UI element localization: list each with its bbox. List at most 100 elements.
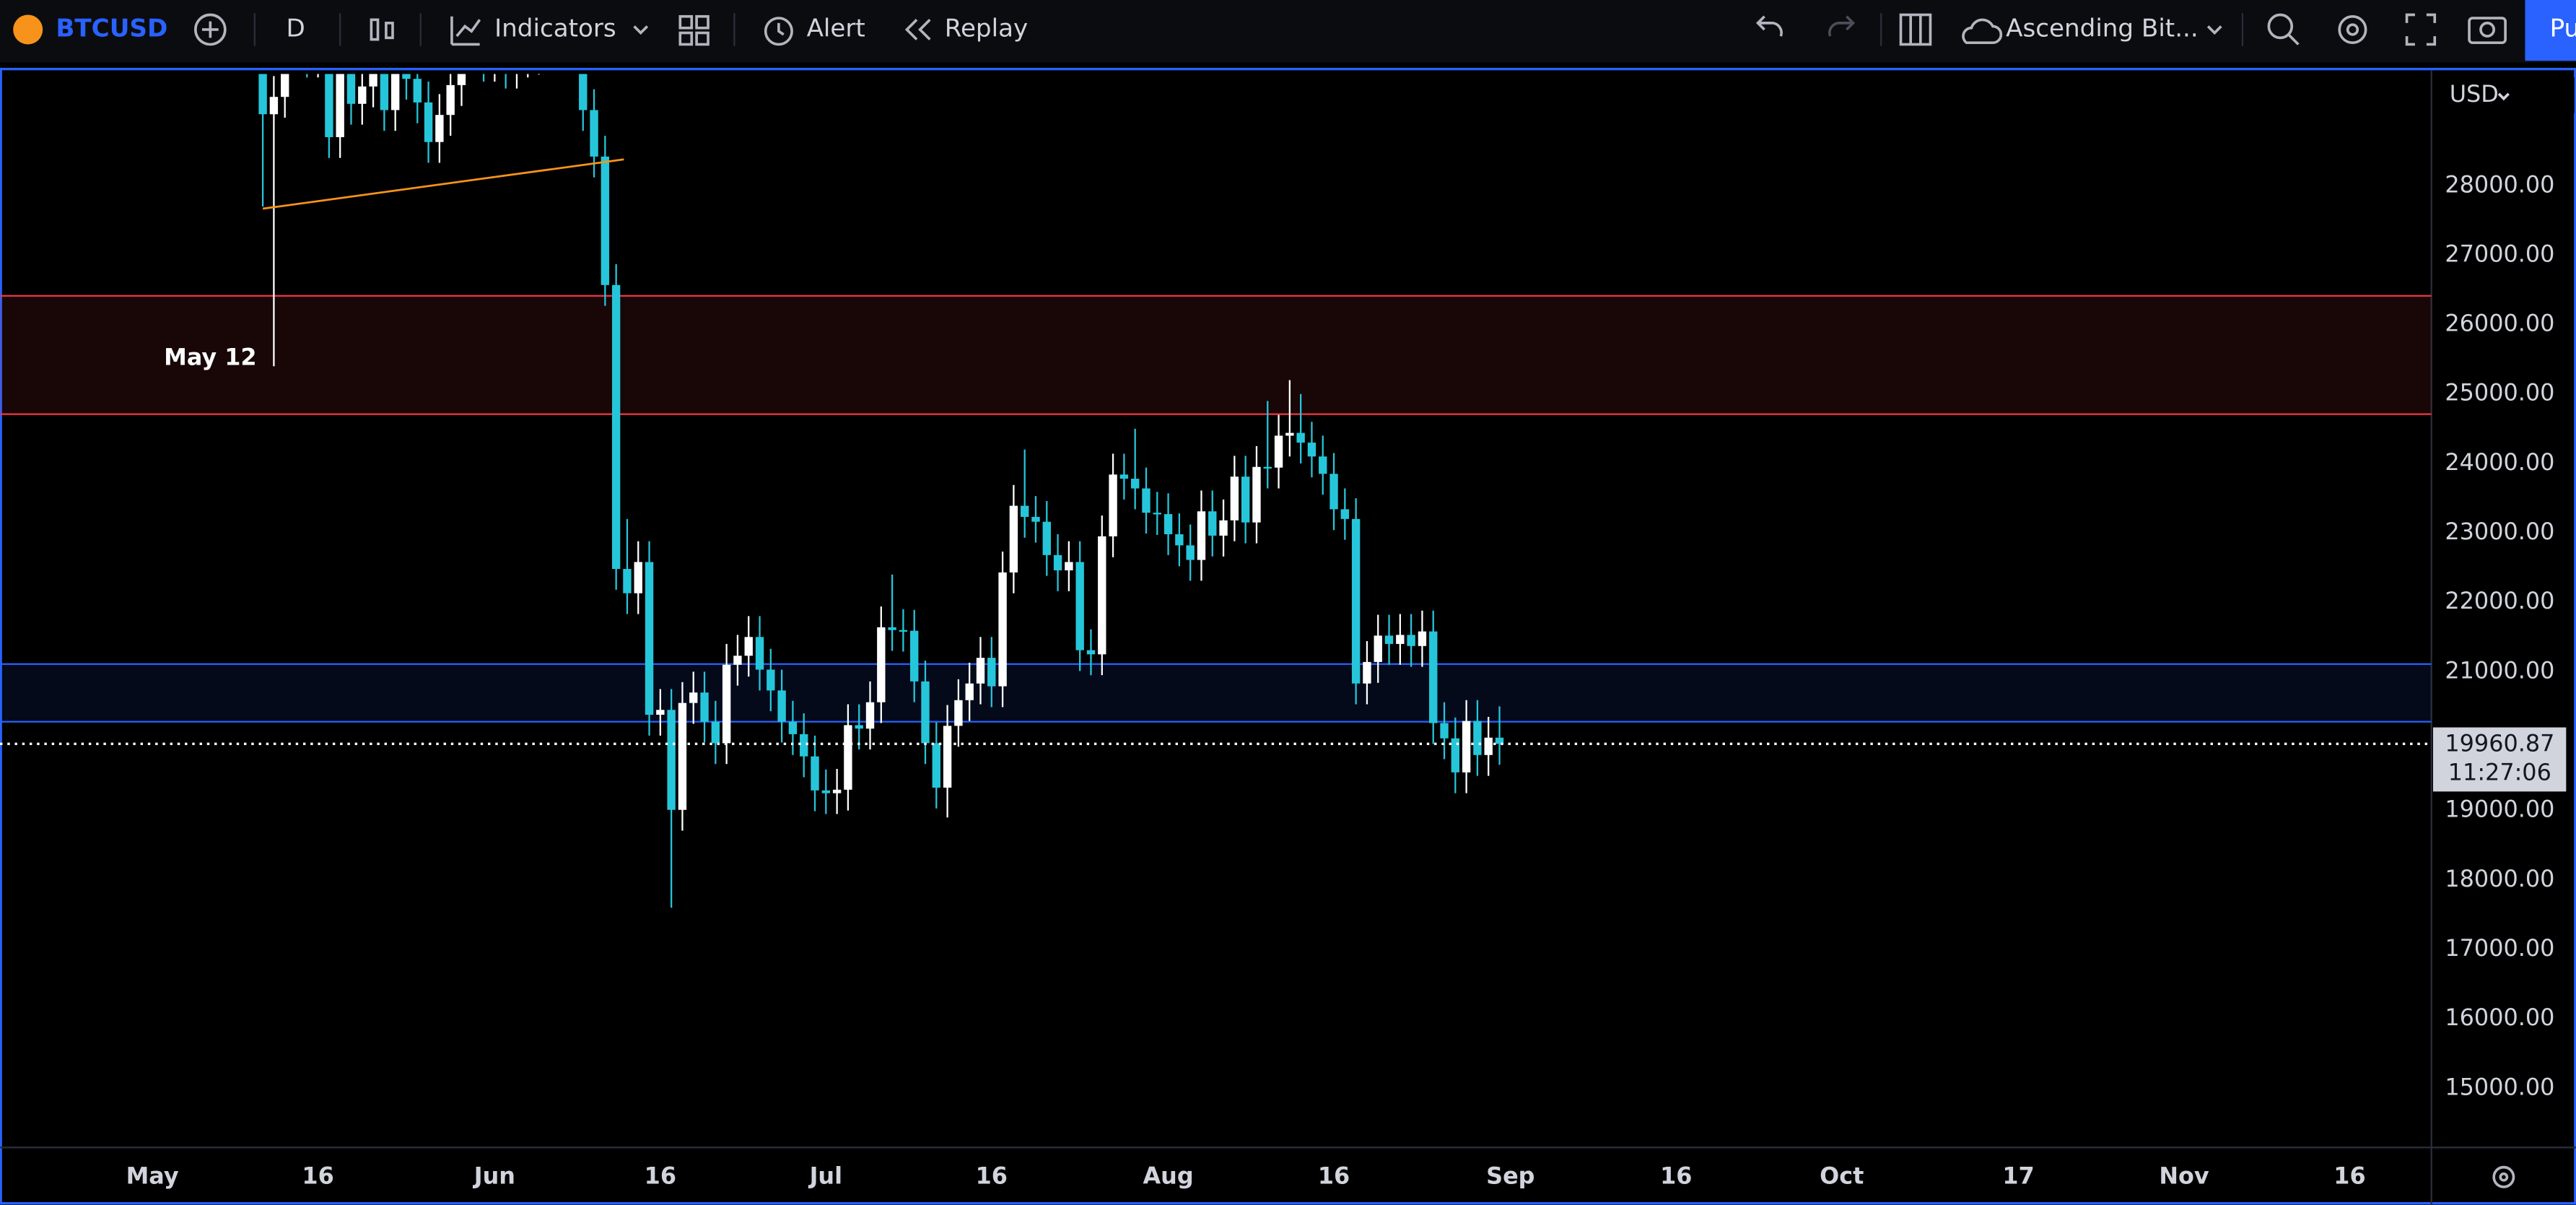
candle-body: [1418, 631, 1427, 646]
alert-button[interactable]: Alert: [807, 14, 865, 43]
replay-icon: [904, 19, 931, 40]
publish-label[interactable]: Pu: [2550, 14, 2576, 43]
search[interactable]: [2267, 13, 2300, 45]
candle-body: [1197, 511, 1206, 560]
candle-body: [1098, 536, 1106, 655]
candle-body: [1495, 737, 1504, 744]
currency-chevron[interactable]: [2497, 92, 2510, 101]
candle-body: [1065, 562, 1073, 570]
candle-body: [821, 790, 831, 793]
candle-body: [1109, 474, 1117, 536]
candle-body: [965, 683, 974, 700]
candle-body: [269, 97, 279, 115]
candle-body: [1407, 635, 1415, 646]
candle-body: [998, 572, 1007, 687]
layout-name[interactable]: Ascending Bit...: [2006, 14, 2199, 43]
candle-body: [369, 74, 377, 87]
candle-body: [1429, 631, 1438, 723]
zone: [0, 664, 2432, 722]
candle-body: [325, 74, 333, 137]
x-tick-label: 16: [1318, 1162, 1350, 1189]
y-tick-label: 17000.00: [2445, 934, 2554, 962]
x-tick-label: May: [126, 1162, 179, 1189]
y-tick-label: 27000.00: [2445, 240, 2554, 267]
candle-body: [1075, 562, 1084, 651]
templates[interactable]: [678, 14, 710, 46]
candle-body: [380, 74, 389, 110]
candle-body: [413, 79, 422, 103]
chevron[interactable]: [2206, 25, 2222, 35]
y-tick-label: 23000.00: [2445, 518, 2554, 545]
x-tick-label: Oct: [1820, 1162, 1864, 1189]
candle-body: [1142, 488, 1151, 513]
currency-bg: [2432, 77, 2575, 114]
symbol[interactable]: BTCUSD: [56, 14, 167, 43]
candle-body: [888, 627, 896, 630]
alert-icon: [764, 17, 793, 46]
trendline: [262, 158, 624, 210]
candle-body: [1330, 474, 1338, 510]
candle-body: [346, 74, 356, 104]
candle-body: [611, 284, 621, 570]
candle-body: [1130, 479, 1140, 489]
x-tick-label: Jun: [473, 1162, 515, 1189]
candle-body: [258, 74, 267, 115]
y-tick-label: 28000.00: [2445, 170, 2554, 198]
x-tick-label: 16: [1660, 1162, 1692, 1189]
settings[interactable]: [2338, 14, 2367, 45]
candle-body: [645, 562, 654, 715]
x-tick-label: Aug: [1143, 1162, 1193, 1189]
interval[interactable]: D: [287, 14, 305, 43]
toolbar: BTCUSD D Indicators Alert Replay Ascendi…: [0, 0, 2576, 63]
candle-body: [844, 725, 852, 790]
last-price-box: [2432, 727, 2567, 792]
candle-body: [788, 721, 798, 734]
candle-body: [1351, 518, 1361, 684]
layout-icon[interactable]: [1899, 13, 1932, 46]
x-tick-label: Jul: [808, 1162, 842, 1189]
candle-body: [1340, 509, 1350, 519]
x-tick-label: 16: [2333, 1162, 2365, 1189]
candle-body: [1374, 635, 1382, 662]
candle-body: [976, 658, 985, 684]
candle-body: [1274, 435, 1283, 468]
candle-body: [1009, 505, 1018, 573]
candle-body: [722, 664, 731, 744]
chart-type[interactable]: [370, 18, 394, 41]
fullscreen[interactable]: [2405, 13, 2437, 46]
candle-body: [402, 74, 411, 79]
candle-body: [1186, 545, 1195, 560]
candle-body: [865, 702, 875, 729]
add-symbol[interactable]: [194, 13, 227, 46]
candle-body: [1363, 661, 1371, 684]
snapshot[interactable]: [2468, 17, 2507, 45]
candle-body: [667, 710, 676, 810]
candle-body: [358, 86, 367, 104]
redo[interactable]: [1828, 15, 1856, 37]
candle-body: [700, 692, 709, 722]
candle-body: [590, 110, 598, 157]
candle-body: [457, 74, 466, 85]
replay-button[interactable]: Replay: [945, 14, 1028, 43]
candle-body: [689, 692, 698, 703]
candle-body: [899, 630, 908, 632]
candle-body: [678, 702, 687, 810]
candle-body: [1241, 477, 1250, 523]
candle-body: [777, 690, 786, 722]
axis-settings[interactable]: [2492, 1165, 2515, 1188]
y-tick-label: 15000.00: [2445, 1073, 2554, 1100]
candle-body: [1440, 723, 1449, 739]
candle-body: [656, 710, 665, 715]
chevron[interactable]: [633, 25, 649, 35]
x-tick-label: 16: [645, 1162, 676, 1189]
candle-body: [1219, 520, 1228, 536]
publish-button[interactable]: [2525, 0, 2576, 61]
indicators-button[interactable]: Indicators: [494, 14, 616, 43]
candle-body: [1153, 513, 1161, 515]
candle-body: [744, 637, 753, 656]
candle-body: [767, 669, 775, 691]
candle-body: [1462, 721, 1471, 773]
undo[interactable]: [1755, 15, 1783, 37]
currency[interactable]: USD: [2450, 80, 2499, 108]
